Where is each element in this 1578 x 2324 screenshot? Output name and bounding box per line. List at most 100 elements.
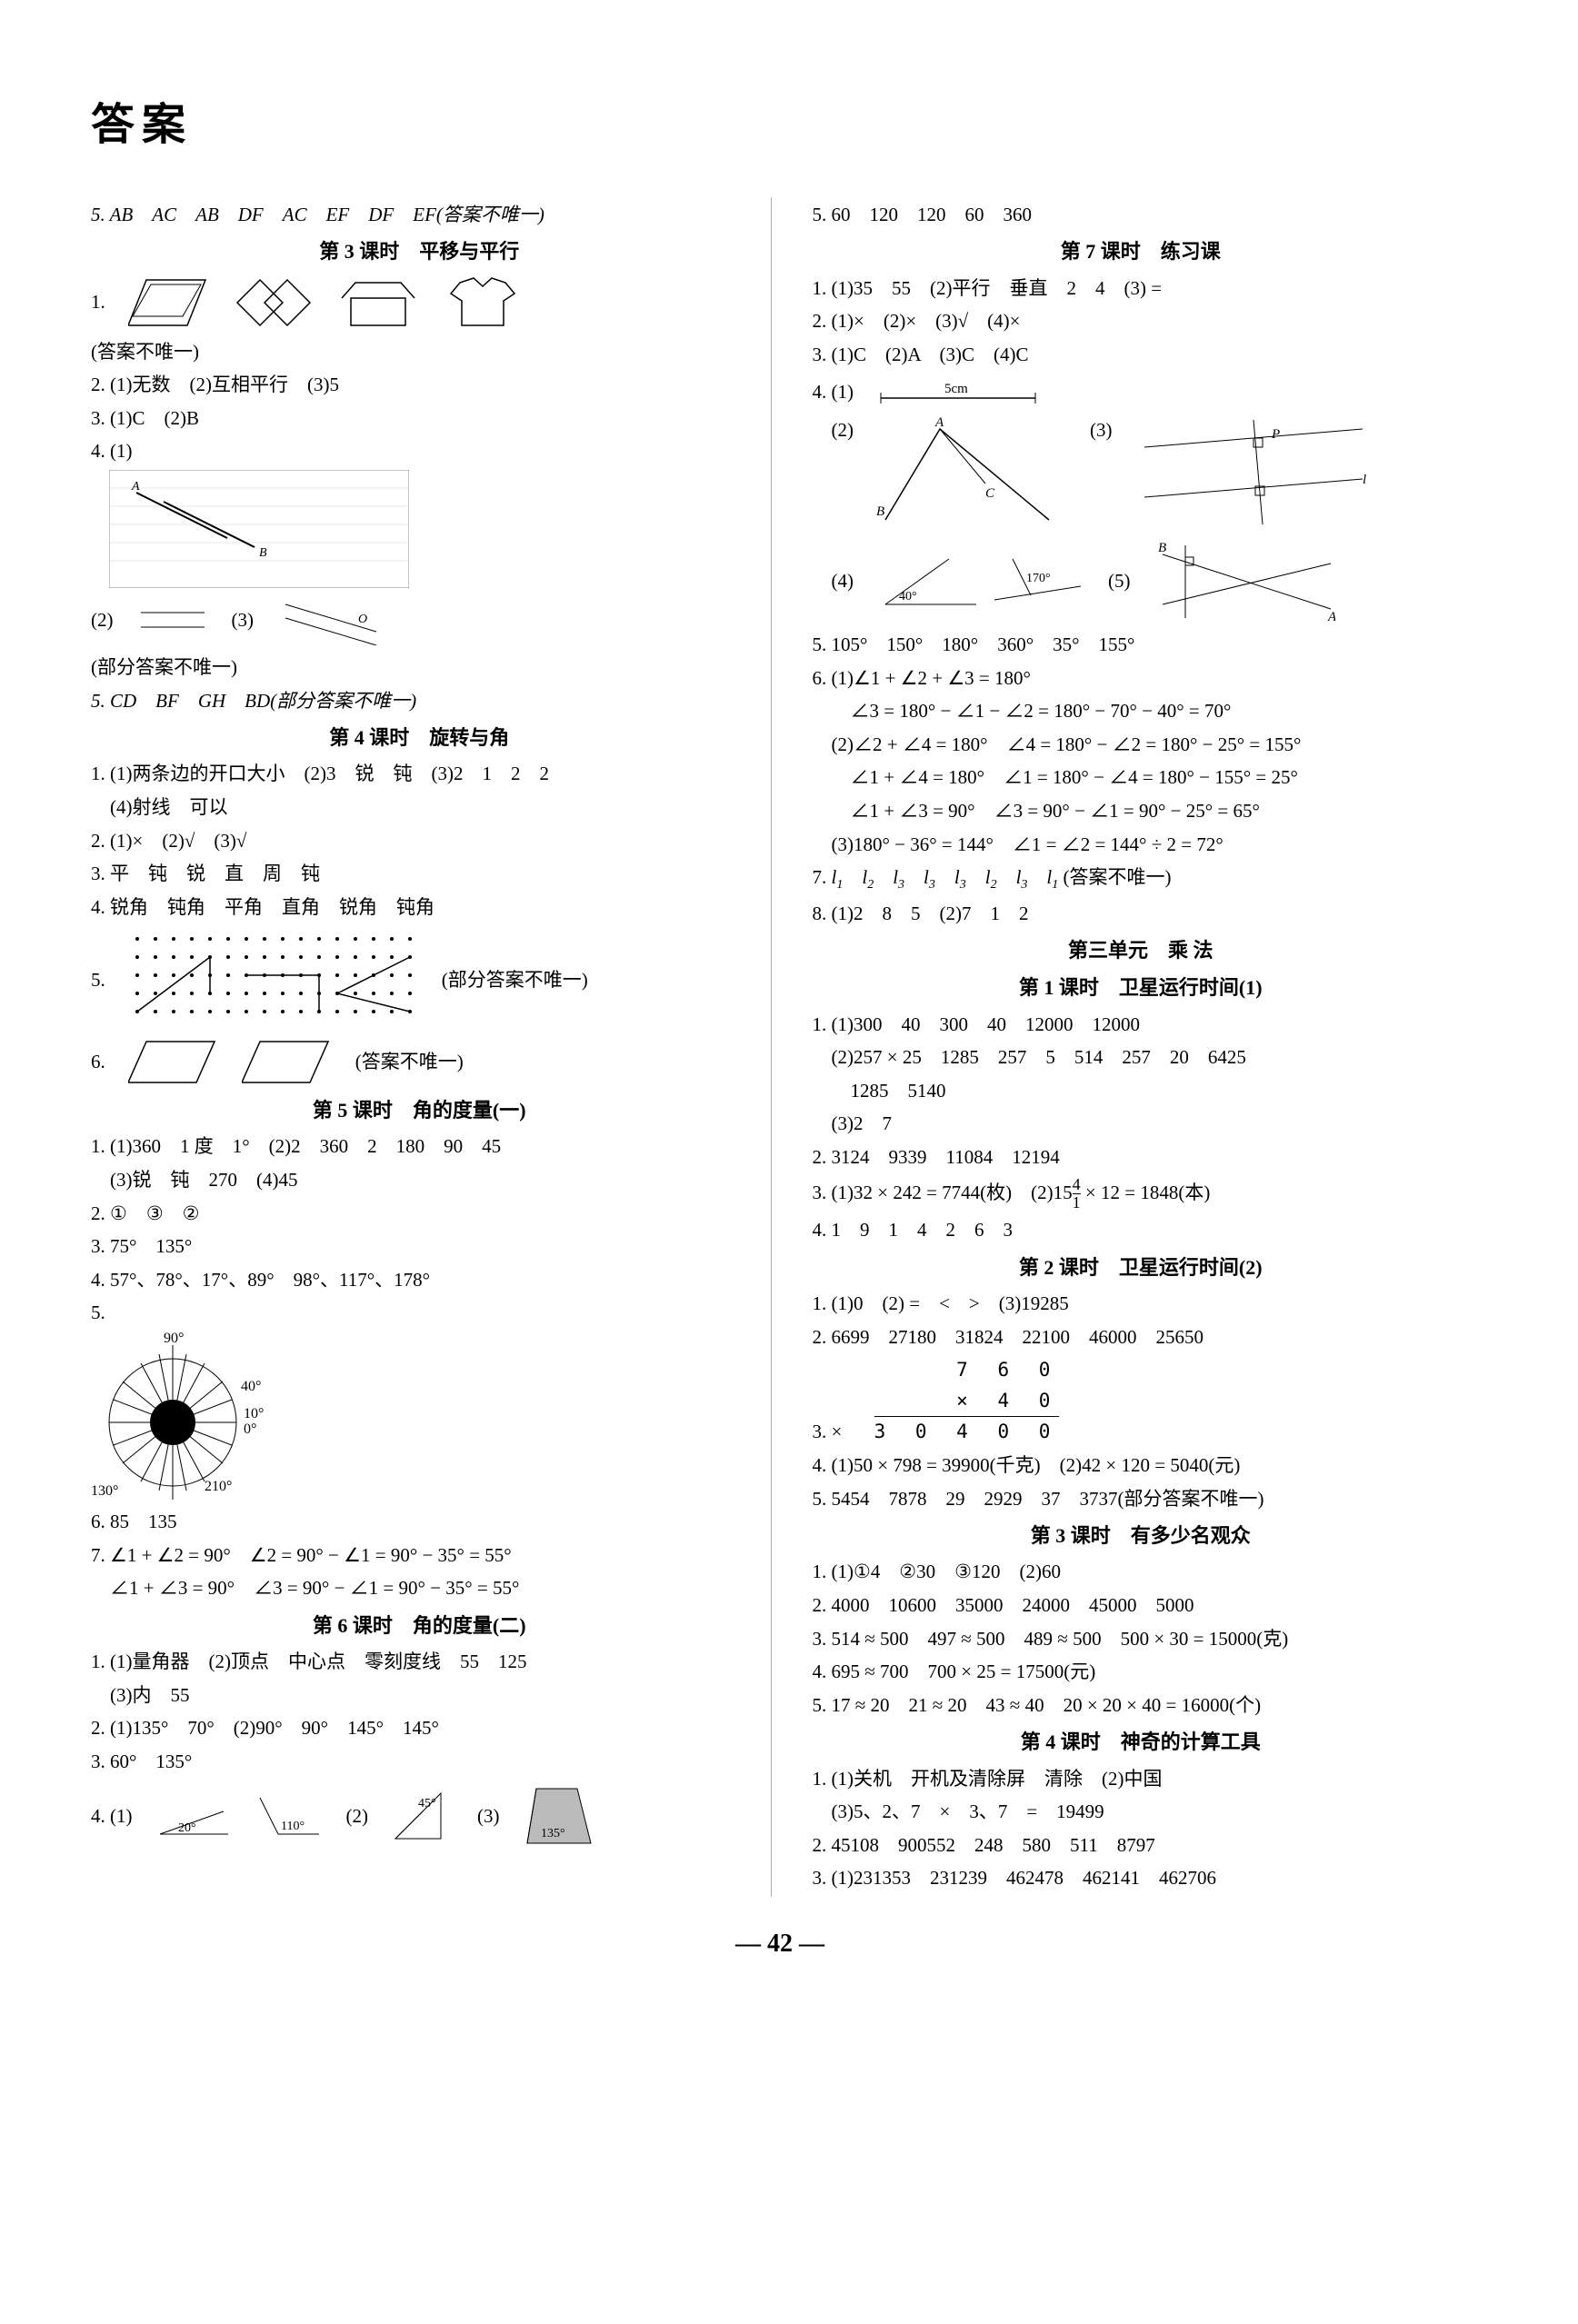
page-title: 答案 xyxy=(91,91,1469,161)
svg-text:10°: 10° xyxy=(244,1406,264,1421)
label: (2) xyxy=(346,1801,369,1832)
text-line: 2. 6699 27180 31824 22100 46000 25650 xyxy=(813,1322,1470,1353)
segment-5cm-icon: 5cm xyxy=(876,382,1040,404)
svg-text:A: A xyxy=(1327,610,1335,623)
svg-text:170°: 170° xyxy=(1026,572,1051,585)
text-line: (2)257 × 25 1285 257 5 514 257 20 6425 xyxy=(813,1042,1470,1073)
svg-text:210°: 210° xyxy=(205,1479,232,1494)
section-heading: 第 3 课时 平移与平行 xyxy=(91,235,748,267)
dot-angles-row: 5. (部分答案不唯一) xyxy=(91,930,748,1030)
right-column: 5. 60 120 120 60 360 第 7 课时 练习课 1. (1)35… xyxy=(813,197,1470,1897)
text-line: ∠1 + ∠3 = 90° ∠3 = 90° − ∠1 = 90° − 35° … xyxy=(91,1573,748,1604)
protractor-circle-icon: 90° 40° 10° 0° 210° 130° xyxy=(91,1332,291,1504)
text-line: 2. (1)× (2)√ (3)√ xyxy=(91,826,748,857)
text-line: 3. 60° 135° xyxy=(91,1747,748,1778)
text-line: 3. (1)C (2)A (3)C (4)C xyxy=(813,340,1470,371)
text-line: (3)5、2、7 × 3、7 = 19499 xyxy=(813,1797,1470,1828)
section-heading: 第 6 课时 角的度量(二) xyxy=(91,1610,748,1641)
text-line: 8. (1)2 8 5 (2)7 1 2 xyxy=(813,899,1470,930)
text-line: 6. 85 135 xyxy=(91,1507,748,1538)
angle-135-icon: 135° xyxy=(523,1784,595,1848)
text-line: ∠1 + ∠3 = 90° ∠3 = 90° − ∠1 = 90° − 25° … xyxy=(813,796,1470,827)
svg-text:0°: 0° xyxy=(244,1421,256,1437)
text-line: 1. (1)0 (2) = < > (3)19285 xyxy=(813,1289,1470,1320)
section-heading: 第三单元 乘 法 xyxy=(813,934,1470,966)
label: 6. xyxy=(91,1047,105,1078)
text-line: 5. 5454 7878 29 2929 37 3737(部分答案不唯一) xyxy=(813,1484,1470,1515)
svg-text:110°: 110° xyxy=(281,1820,305,1833)
text-line: 2. 45108 900552 248 580 511 8797 xyxy=(813,1830,1470,1861)
section-heading: 第 4 课时 神奇的计算工具 xyxy=(813,1726,1470,1758)
text-line: 5. AB AC AB DF AC EF DF EF(答案不唯一) xyxy=(91,200,748,231)
text-line: 2. (1)× (2)× (3)√ (4)× xyxy=(813,306,1470,337)
text-line: 2. 3124 9339 11084 12194 xyxy=(813,1142,1470,1173)
svg-text:B: B xyxy=(1158,541,1166,555)
grid-diagram: A B xyxy=(109,470,409,588)
multiplication-block: 3. × 7 6 0 × 4 0 3 0 4 0 0 xyxy=(813,1355,1470,1448)
label: (3) xyxy=(1090,415,1113,446)
text-line: 5. 60 120 120 60 360 xyxy=(813,200,1470,231)
text-line: (答案不唯一) xyxy=(91,337,748,368)
house-icon xyxy=(337,275,419,330)
angle-110-icon: 110° xyxy=(255,1793,324,1839)
text-line: 3. 75° 135° xyxy=(91,1232,748,1262)
section-heading: 第 5 课时 角的度量(一) xyxy=(91,1094,748,1126)
text-line: 4. 695 ≈ 700 700 × 25 = 17500(元) xyxy=(813,1657,1470,1688)
text-line: 3. (1)32 × 242 = 7744(枚) (2)1541 × 12 = … xyxy=(813,1176,1470,1213)
label: (部分答案不唯一) xyxy=(442,965,588,996)
parallelogram-icon xyxy=(128,275,210,330)
text-line: (2)∠2 + ∠4 = 180° ∠4 = 180° − ∠2 = 180° … xyxy=(813,730,1470,761)
text-line: 1. (1)35 55 (2)平行 垂直 2 4 (3) = xyxy=(813,274,1470,304)
text-line: 4. 57°、78°、17°、89° 98°、117°、178° xyxy=(91,1265,748,1296)
angles-row: 4. (1) 20° 110° (2) 45° (3) 135° xyxy=(91,1784,748,1848)
parallel-lines-icon xyxy=(136,602,209,638)
svg-text:45°: 45° xyxy=(418,1797,436,1810)
label: (4) xyxy=(813,566,854,597)
svg-text:A: A xyxy=(934,415,944,430)
parallelogram-icon xyxy=(242,1037,333,1087)
parallelograms-row: 6. (答案不唯一) xyxy=(91,1037,748,1087)
section-heading: 第 7 课时 练习课 xyxy=(813,235,1470,267)
text-line: (3)内 55 xyxy=(91,1681,748,1711)
figure-row: 4. (1) 5cm xyxy=(813,377,1470,408)
svg-text:90°: 90° xyxy=(164,1332,184,1346)
svg-text:40°: 40° xyxy=(241,1379,261,1394)
label: 5. xyxy=(91,965,105,996)
text-line: 1. (1)两条边的开口大小 (2)3 锐 钝 (3)2 1 2 2 xyxy=(91,759,748,790)
diagonal-lines-icon: O xyxy=(276,595,385,645)
text-line: (3)2 7 xyxy=(813,1109,1470,1140)
parallel-perp-icon: P l xyxy=(1135,415,1372,534)
label: (3) xyxy=(477,1801,500,1832)
text-line: 2. (1)135° 70° (2)90° 90° 145° 145° xyxy=(91,1713,748,1744)
svg-text:40°: 40° xyxy=(899,590,917,603)
text-line: 2. (1)无数 (2)互相平行 (3)5 xyxy=(91,370,748,401)
svg-text:P: P xyxy=(1271,427,1280,442)
tshirt-icon xyxy=(442,275,524,330)
text-line: (3)180° − 36° = 144° ∠1 = ∠2 = 144° ÷ 2 … xyxy=(813,830,1470,861)
label: 4. (1) xyxy=(813,377,854,408)
text-line: 5. 105° 150° 180° 360° 35° 155° xyxy=(813,630,1470,661)
svg-text:5cm: 5cm xyxy=(944,382,968,396)
diamond-icon xyxy=(233,275,315,330)
svg-text:A: A xyxy=(131,480,140,494)
text-line: 5. xyxy=(91,1298,748,1329)
label: 1. xyxy=(91,287,105,318)
text-line: 1. (1)量角器 (2)顶点 中心点 零刻度线 55 125 xyxy=(91,1647,748,1678)
figure-row-4-5: (4) 40° 170° (5) B A xyxy=(813,541,1470,623)
text-line: 3. (1)C (2)B xyxy=(91,404,748,434)
svg-text:O: O xyxy=(358,613,367,626)
text-line: 2. 4000 10600 35000 24000 45000 5000 xyxy=(813,1591,1470,1621)
text-line: 4. (1)50 × 798 = 39900(千克) (2)42 × 120 =… xyxy=(813,1451,1470,1481)
svg-text:135°: 135° xyxy=(541,1827,565,1840)
text-line: ∠3 = 180° − ∠1 − ∠2 = 180° − 70° − 40° =… xyxy=(813,696,1470,727)
triangle-ABC-icon: A B C xyxy=(876,415,1067,534)
label: (2) xyxy=(813,415,854,446)
section-heading: 第 4 课时 旋转与角 xyxy=(91,722,748,753)
label: (2) xyxy=(91,605,114,636)
text-line: 1. (1)300 40 300 40 12000 12000 xyxy=(813,1010,1470,1041)
text-line: ∠1 + ∠4 = 180° ∠1 = 180° − ∠4 = 180° − 1… xyxy=(813,763,1470,793)
text-line: 4. 1 9 1 4 2 6 3 xyxy=(813,1215,1470,1246)
text-line: 4. 锐角 钝角 平角 直角 锐角 钝角 xyxy=(91,893,748,923)
svg-text:B: B xyxy=(876,504,884,519)
shapes-row: 1. xyxy=(91,275,748,330)
